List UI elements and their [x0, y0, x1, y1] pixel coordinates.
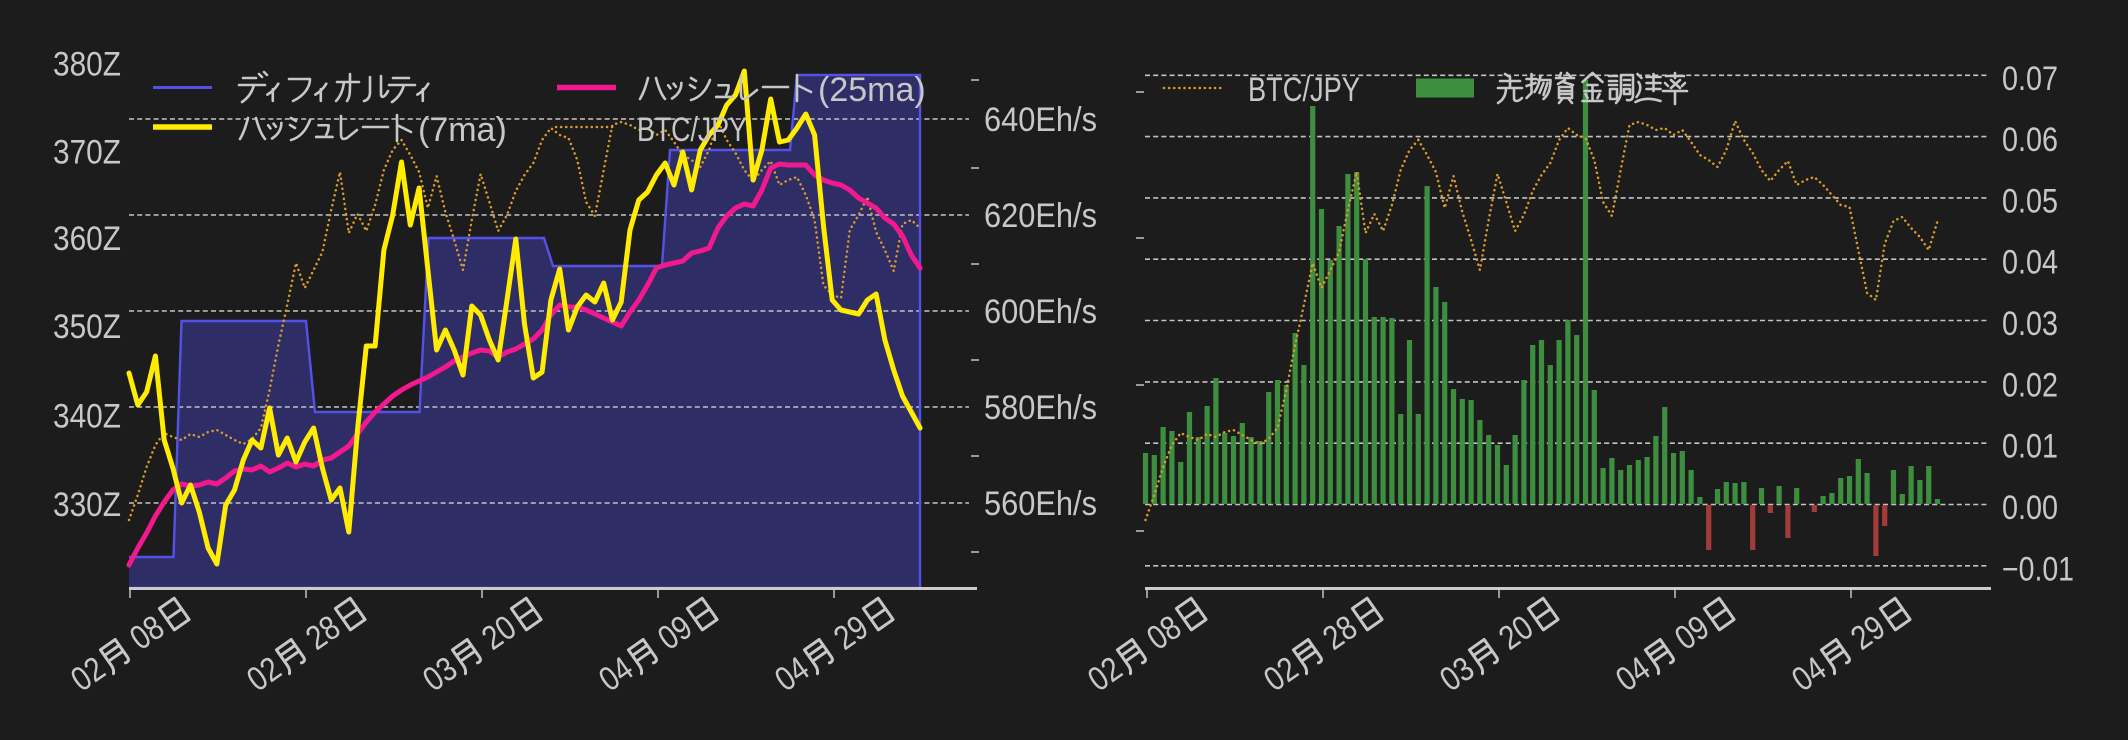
svg-text:600Eh/s: 600Eh/s [984, 293, 1097, 331]
svg-text:BTC/JPY: BTC/JPY [1248, 71, 1360, 109]
svg-text:370Z: 370Z [53, 134, 121, 172]
svg-text:560Eh/s: 560Eh/s [984, 485, 1097, 523]
svg-text:0.01: 0.01 [2002, 428, 2058, 466]
svg-text:0.05: 0.05 [2002, 182, 2058, 220]
svg-text:620Eh/s: 620Eh/s [984, 197, 1097, 235]
svg-text:640Eh/s: 640Eh/s [984, 101, 1097, 139]
svg-text:0.00: 0.00 [2002, 489, 2058, 527]
svg-text:0.04: 0.04 [2002, 244, 2058, 282]
svg-text:340Z: 340Z [53, 398, 121, 436]
svg-text:380Z: 380Z [53, 46, 121, 84]
svg-text:(7ma): (7ma) [418, 111, 507, 149]
svg-text:(25ma): (25ma) [818, 71, 926, 109]
svg-text:350Z: 350Z [53, 308, 121, 346]
svg-text:BTC/JPY: BTC/JPY [637, 111, 747, 149]
svg-text:0.02: 0.02 [2002, 366, 2058, 404]
svg-text:0.06: 0.06 [2002, 121, 2058, 159]
svg-text:0.07: 0.07 [2002, 60, 2058, 98]
svg-text:−0.01: −0.01 [2002, 550, 2074, 588]
svg-text:580Eh/s: 580Eh/s [984, 389, 1097, 427]
svg-text:330Z: 330Z [53, 486, 121, 524]
svg-text:360Z: 360Z [53, 220, 121, 258]
svg-text:0.03: 0.03 [2002, 305, 2058, 343]
